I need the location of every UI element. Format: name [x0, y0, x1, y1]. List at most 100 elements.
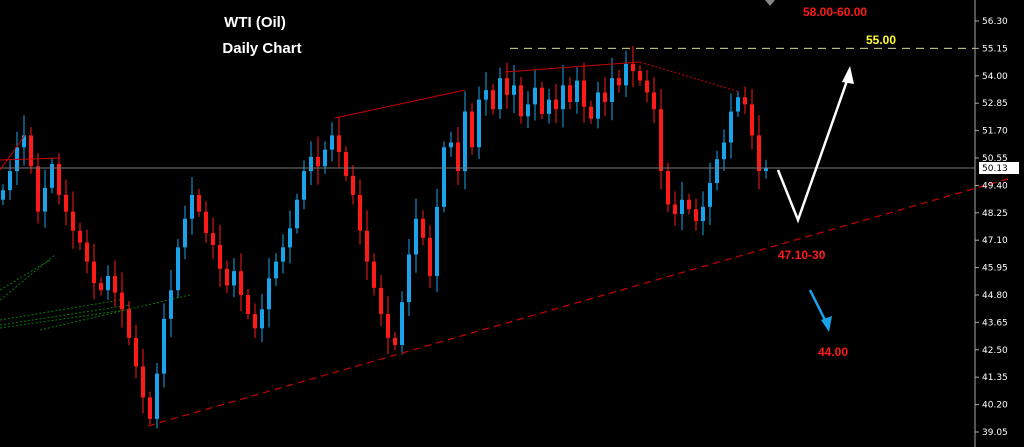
fan-line [0, 304, 131, 326]
candle-body [309, 156, 313, 172]
tick-label: 39.05 [982, 428, 1008, 438]
candle-body [351, 175, 355, 195]
candle-body [274, 261, 278, 279]
candle-body [295, 199, 299, 229]
candle-body [78, 230, 82, 243]
candle-body [50, 163, 54, 188]
candle-body [477, 99, 481, 148]
channel-line [0, 157, 61, 161]
candle-body [323, 149, 327, 167]
candle-body [666, 171, 670, 205]
candle-body [596, 92, 600, 119]
candle-body [141, 366, 145, 398]
candle-body [246, 295, 250, 315]
candle-body [71, 211, 75, 231]
chart-title: WTI (Oil) [224, 14, 286, 31]
candle-body [414, 218, 418, 255]
lower-target-label: 44.00 [818, 345, 848, 359]
candle-body [120, 292, 124, 310]
candle-body [652, 92, 656, 110]
tick-label: 44.80 [982, 291, 1008, 301]
tick-label: 47.10 [982, 236, 1008, 246]
candle-body [547, 99, 551, 114]
candle-body [407, 254, 411, 303]
tick-label: 56.30 [982, 17, 1008, 27]
candle-body [8, 171, 12, 191]
candle-body [85, 242, 89, 262]
candle-body [57, 163, 61, 195]
candle-body [218, 244, 222, 269]
candle-body [491, 90, 495, 110]
channel-line [334, 89, 466, 119]
candle-body [694, 209, 698, 222]
candle-body [603, 92, 607, 103]
candle-body [64, 194, 68, 212]
arrow-down-icon [821, 316, 832, 332]
channel-line [504, 61, 641, 73]
price-axis[interactable]: 56.30 55.15 54.00 52.85 51.70 50.55 49.40 48.25… [975, 17, 1019, 438]
candle-body [498, 78, 502, 110]
scroll-marker-icon[interactable] [765, 0, 775, 6]
candle-body [288, 228, 292, 248]
candle-body [589, 106, 593, 119]
candle-body [519, 85, 523, 117]
candle-body [337, 135, 341, 153]
candle-body [148, 397, 152, 419]
candle-body [260, 309, 264, 329]
candle-body [211, 233, 215, 245]
candle-body [99, 283, 103, 291]
candle-body [302, 171, 306, 200]
candle-body [533, 87, 537, 105]
candle-body [715, 159, 719, 184]
candle-body [253, 314, 257, 329]
candle-body [736, 97, 740, 112]
candle-body [281, 247, 285, 262]
candle-body [232, 271, 236, 286]
candle-body [358, 194, 362, 231]
candle-body [92, 261, 96, 284]
candle-body [113, 275, 117, 293]
candle-body [435, 206, 439, 276]
candle-body [617, 78, 621, 86]
candle-body [631, 63, 635, 72]
candle-body [176, 247, 180, 291]
candle-body [421, 218, 425, 238]
arrow-up-icon [842, 66, 854, 84]
candle-body [722, 142, 726, 160]
tick-label: 48.25 [982, 209, 1008, 219]
fan-lines [0, 254, 191, 331]
candle-body [316, 156, 320, 167]
candle-body [638, 71, 642, 81]
fan-line [39, 294, 191, 331]
candle-body [379, 287, 383, 315]
candle-body [743, 97, 747, 105]
candle-body [127, 309, 131, 338]
fan-line [0, 259, 51, 291]
current-price-badge [979, 162, 1019, 175]
candle-body [190, 194, 194, 219]
candle-body [582, 80, 586, 107]
candle-body [442, 147, 446, 207]
candle-body [36, 166, 40, 212]
resistance-label: 55.00 [866, 33, 896, 47]
candle-body [393, 337, 397, 346]
candle-body [512, 85, 516, 95]
fan-line [0, 299, 121, 321]
support-zone-label: 47.10-30 [778, 248, 826, 262]
candle-body [484, 90, 488, 100]
candle-body [330, 135, 334, 150]
chart-subtitle: Daily Chart [222, 40, 301, 57]
candle-body [568, 85, 572, 103]
candle-body [659, 109, 663, 172]
candle-body [162, 318, 166, 374]
candle-body [29, 135, 33, 167]
projection-arrow-down [808, 289, 828, 323]
candle-body [169, 290, 173, 319]
candle-body [561, 85, 565, 110]
candles [1, 46, 768, 429]
candle-body [365, 230, 369, 262]
candle-body [610, 78, 614, 103]
tick-label: 55.15 [982, 44, 1008, 54]
tick-label: 52.85 [982, 99, 1008, 109]
tick-label: 49.40 [982, 181, 1008, 191]
